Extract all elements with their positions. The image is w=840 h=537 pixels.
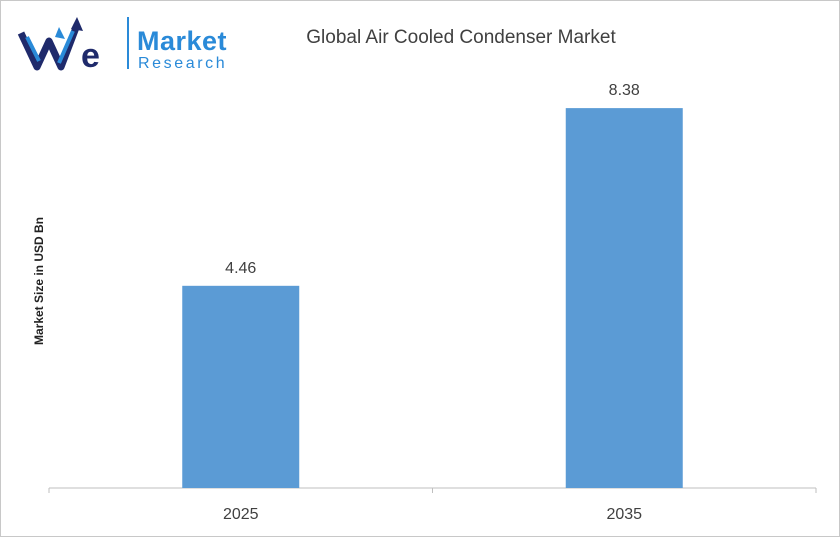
x-tick-label-2035: 2035 [606,506,642,523]
logo-text-research: Research [138,55,228,72]
data-label-2035: 8.38 [609,82,640,99]
chart-title: Global Air Cooled Condenser Market [306,27,616,48]
logo-divider [127,17,129,69]
brand-logo: e Market Research [15,11,245,75]
svg-text:e: e [81,37,100,73]
bar-2025 [182,285,300,488]
logo-mark-icon: e [17,17,100,75]
x-tick-label-2025: 2025 [223,506,259,523]
data-label-2025: 4.46 [225,260,256,277]
bar-2035 [565,108,683,489]
logo-text-market: Market [137,26,228,56]
